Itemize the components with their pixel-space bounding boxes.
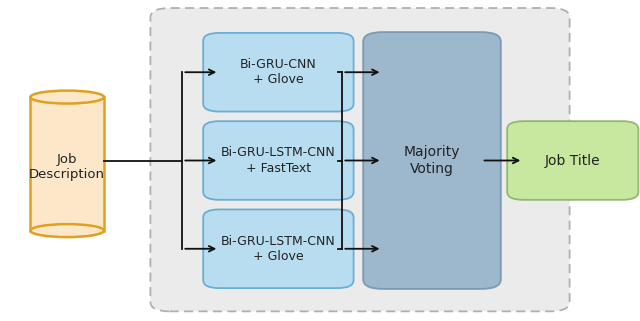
Text: Majority
Voting: Majority Voting [404, 145, 460, 176]
Text: Bi-GRU-LSTM-CNN
+ Glove: Bi-GRU-LSTM-CNN + Glove [221, 235, 336, 263]
FancyBboxPatch shape [30, 97, 104, 230]
FancyBboxPatch shape [204, 33, 354, 112]
Text: Bi-GRU-LSTM-CNN
+ FastText: Bi-GRU-LSTM-CNN + FastText [221, 146, 336, 175]
FancyBboxPatch shape [364, 32, 500, 289]
FancyBboxPatch shape [150, 8, 570, 311]
FancyBboxPatch shape [507, 121, 639, 200]
Ellipse shape [31, 91, 104, 104]
Text: Bi-GRU-CNN
+ Glove: Bi-GRU-CNN + Glove [240, 58, 317, 86]
Text: Job Title: Job Title [545, 153, 600, 168]
FancyBboxPatch shape [204, 209, 354, 288]
Text: Job
Description: Job Description [29, 153, 105, 181]
Ellipse shape [31, 224, 104, 237]
FancyBboxPatch shape [204, 121, 354, 200]
